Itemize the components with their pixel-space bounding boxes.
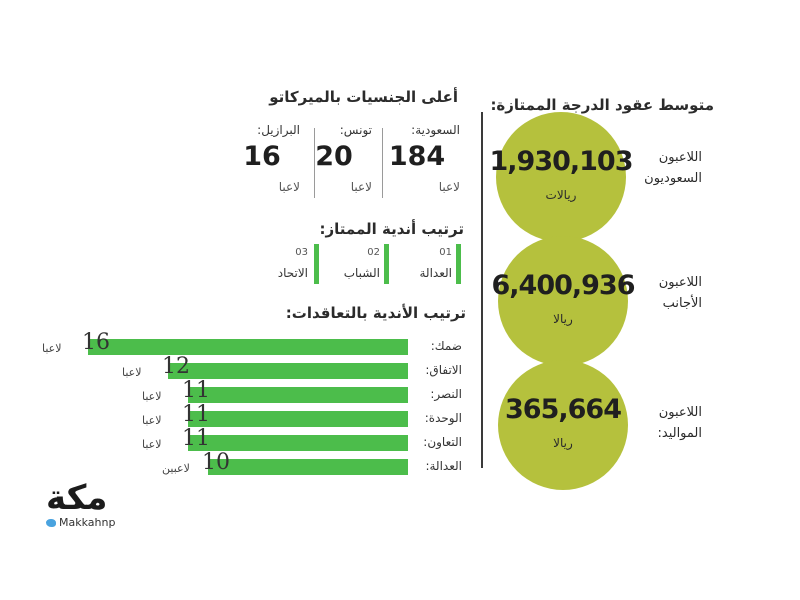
nationalities-title: أعلى الجنسيات بالميركاتو — [269, 88, 458, 106]
rank-item-3: 03 الاتحاد — [248, 246, 308, 282]
rank-bar — [456, 244, 461, 284]
chart-unit-label: لاعبا — [142, 438, 162, 451]
logo-wordmark: مكة — [46, 478, 109, 518]
logo-handle-row: Makkahnp — [46, 516, 115, 529]
chart-unit-label: لاعبا — [42, 342, 62, 355]
foreign-players-label-line2: الأجانب — [662, 296, 702, 311]
rank-number: 02 — [367, 247, 380, 258]
rank-club: العدالة — [419, 266, 452, 280]
vertical-divider — [481, 112, 483, 468]
chart-title: ترتيب الأندية بالتعاقدات: — [285, 304, 466, 322]
rank-club: الشباب — [343, 266, 380, 280]
rank-number: 01 — [439, 247, 452, 258]
chart-category-label: النصر: — [430, 387, 462, 401]
rank-bar — [384, 244, 389, 284]
saudi-players-label-line2: السعوديون — [644, 171, 702, 186]
born-players-value: 365,664 — [505, 394, 622, 425]
nationality-unit: لاعبا — [278, 180, 300, 194]
logo-handle: Makkahnp — [59, 516, 116, 529]
rank-item-2: 02 الشباب — [320, 246, 380, 282]
chart-category-label: الاتفاق: — [425, 363, 462, 377]
rank-club: الاتحاد — [277, 266, 308, 280]
twitter-bird-icon — [46, 519, 56, 527]
saudi-players-label: اللاعبون السعوديون — [612, 147, 702, 189]
nationality-saudi: السعودية: 184 لاعبا — [372, 120, 462, 194]
contracts-title: متوسط عقود الدرجة الممتازة: — [490, 96, 714, 114]
nationality-count: 16 — [243, 141, 281, 172]
born-players-label-line1: اللاعبون — [658, 405, 702, 420]
foreign-players-label: اللاعبون الأجانب — [612, 272, 702, 314]
nationality-country: البرازيل: — [257, 123, 300, 137]
born-players-label-line2: المواليد: — [657, 426, 702, 441]
nationality-brazil: البرازيل: 16 لاعبا — [222, 120, 302, 194]
chart-bar — [88, 339, 408, 355]
foreign-players-unit: ريالا — [553, 312, 573, 326]
chart-category-label: التعاون: — [423, 435, 462, 449]
chart-unit-label: لاعبا — [142, 414, 162, 427]
saudi-players-label-line1: اللاعبون — [658, 150, 702, 165]
born-players-circle: 365,664 ريالا — [498, 360, 628, 490]
chart-category-label: ضمك: — [430, 339, 462, 353]
chart-value-label: 12 — [162, 354, 190, 379]
nationality-count: 20 — [315, 141, 353, 172]
chart-unit-label: لاعبا — [122, 366, 142, 379]
nationality-separator — [314, 128, 315, 198]
chart-unit-label: لاعبا — [142, 390, 162, 403]
foreign-players-label-line1: اللاعبون — [658, 275, 702, 290]
chart-value-label: 16 — [82, 330, 110, 355]
chart-value-label: 11 — [182, 402, 210, 427]
saudi-players-value: 1,930,103 — [489, 146, 633, 177]
chart-category-label: الوحدة: — [424, 411, 462, 425]
born-players-unit: ريالا — [553, 436, 573, 450]
rank-item-1: 01 العدالة — [392, 246, 452, 282]
chart-value-label: 11 — [182, 426, 210, 451]
nationality-tunisia: تونس: 20 لاعبا — [294, 120, 374, 194]
chart-bar — [188, 387, 408, 403]
chart-bar — [188, 435, 408, 451]
saudi-players-circle: 1,930,103 ريالات — [489, 112, 634, 242]
chart-value-label: 11 — [182, 378, 210, 403]
rank-bar — [314, 244, 319, 284]
club-ranking-title: ترتيب أندية الممتاز: — [319, 220, 465, 238]
foreign-players-value: 6,400,936 — [491, 270, 635, 301]
born-players-label: اللاعبون المواليد: — [612, 402, 702, 444]
chart-bar — [208, 459, 408, 475]
chart-unit-label: لاعبين — [162, 462, 190, 475]
saudi-players-unit: ريالات — [545, 188, 577, 202]
nationality-count: 184 — [388, 141, 446, 172]
nationality-separator — [382, 128, 383, 198]
nationality-country: السعودية: — [411, 123, 460, 137]
makkah-logo: مكة Makkahnp — [46, 478, 115, 529]
chart-bar — [188, 411, 408, 427]
foreign-players-circle: 6,400,936 ريالا — [491, 236, 636, 366]
chart-bar — [168, 363, 408, 379]
chart-value-label: 10 — [202, 450, 230, 475]
rank-number: 03 — [295, 247, 308, 258]
chart-category-label: العدالة: — [425, 459, 462, 473]
nationality-unit: لاعبا — [350, 180, 372, 194]
nationality-country: تونس: — [339, 123, 372, 137]
nationality-unit: لاعبا — [438, 180, 460, 194]
